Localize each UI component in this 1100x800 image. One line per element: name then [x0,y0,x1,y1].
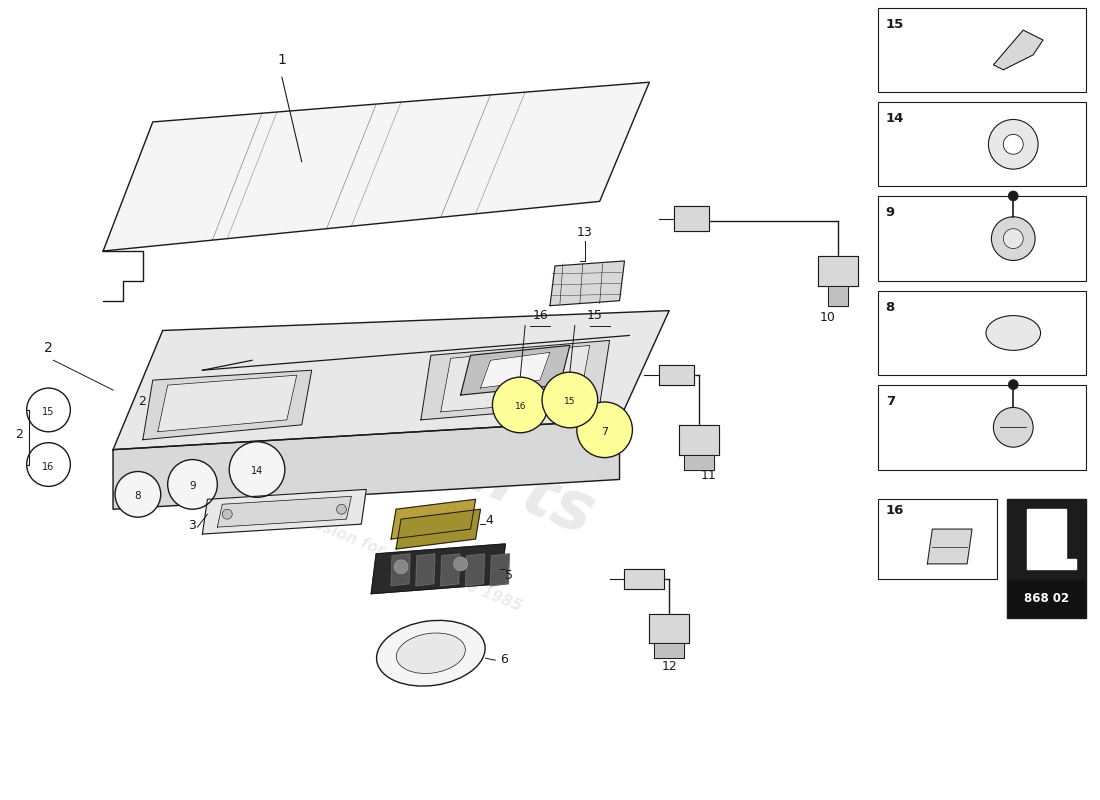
Polygon shape [679,425,718,454]
Text: 8: 8 [134,491,141,502]
Polygon shape [441,554,460,586]
Circle shape [116,471,161,517]
Polygon shape [654,643,684,658]
Polygon shape [674,206,708,231]
Polygon shape [157,375,297,432]
Text: 2: 2 [14,428,23,442]
Circle shape [222,510,232,519]
FancyBboxPatch shape [878,8,1087,92]
FancyBboxPatch shape [1006,499,1087,578]
Polygon shape [113,310,669,450]
Circle shape [542,372,597,428]
Text: 16: 16 [886,504,904,518]
Text: 12: 12 [661,660,676,673]
Text: 16: 16 [43,462,55,471]
Ellipse shape [986,315,1041,350]
Text: a passion for parts since 1985: a passion for parts since 1985 [278,503,524,614]
Polygon shape [396,510,481,549]
Text: 14: 14 [886,112,904,125]
Circle shape [167,459,218,510]
Text: 8: 8 [886,301,895,314]
FancyBboxPatch shape [878,385,1087,470]
Text: 15: 15 [42,407,55,417]
FancyBboxPatch shape [878,197,1087,281]
Polygon shape [481,352,550,388]
Circle shape [1003,134,1023,154]
Circle shape [576,402,632,458]
Text: 1: 1 [277,54,286,67]
Text: 14: 14 [251,466,263,477]
Text: 15: 15 [564,398,575,406]
Polygon shape [659,366,694,385]
Text: 9: 9 [886,206,894,219]
Text: 16: 16 [532,309,548,322]
Polygon shape [491,554,509,586]
Circle shape [1009,191,1019,201]
FancyBboxPatch shape [1006,578,1087,618]
Circle shape [229,442,285,498]
Text: 9: 9 [189,482,196,491]
Text: 2: 2 [44,342,53,355]
Circle shape [394,560,408,574]
Polygon shape [416,554,434,586]
Text: 6: 6 [500,653,508,666]
Polygon shape [993,30,1043,70]
Polygon shape [550,261,625,306]
Polygon shape [113,420,619,510]
Polygon shape [392,499,475,539]
Text: 5: 5 [505,569,514,582]
Circle shape [453,557,468,571]
Polygon shape [1026,510,1076,569]
Polygon shape [465,554,484,586]
Text: 4: 4 [485,514,493,527]
Circle shape [989,119,1038,169]
Text: 11: 11 [701,470,717,482]
Text: 10: 10 [821,310,836,323]
Circle shape [337,504,346,514]
Polygon shape [392,554,410,586]
Polygon shape [372,544,505,594]
Text: 16: 16 [515,402,526,411]
Text: 15: 15 [586,309,603,322]
Polygon shape [684,454,714,470]
Polygon shape [649,614,689,643]
Polygon shape [103,82,649,251]
Circle shape [993,407,1033,447]
Polygon shape [202,490,366,534]
Text: 7: 7 [601,426,608,437]
Text: 15: 15 [886,18,904,30]
Polygon shape [421,341,609,420]
Text: 7: 7 [886,395,894,408]
Polygon shape [441,346,590,412]
Polygon shape [927,529,972,564]
Polygon shape [218,496,351,527]
Polygon shape [143,370,311,440]
FancyBboxPatch shape [878,102,1087,186]
FancyBboxPatch shape [878,290,1087,375]
FancyBboxPatch shape [878,499,997,578]
Text: 868 02: 868 02 [1024,592,1069,605]
Ellipse shape [396,633,465,674]
Ellipse shape [376,620,485,686]
Polygon shape [461,346,570,395]
Circle shape [991,217,1035,261]
Polygon shape [818,256,858,286]
Circle shape [1003,229,1023,249]
Polygon shape [625,569,664,589]
Circle shape [1009,380,1019,390]
Text: 3: 3 [188,519,197,532]
Text: 13: 13 [576,226,593,239]
Text: 2: 2 [138,395,146,408]
Circle shape [493,377,548,433]
Text: europarts: europarts [238,350,604,550]
Polygon shape [828,286,848,306]
